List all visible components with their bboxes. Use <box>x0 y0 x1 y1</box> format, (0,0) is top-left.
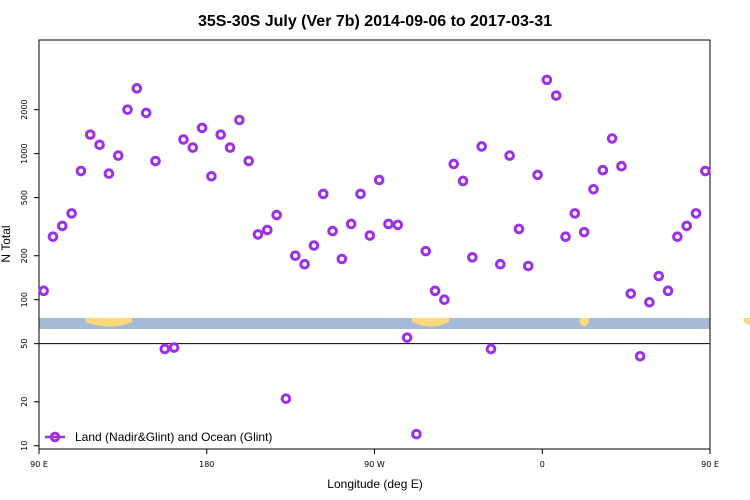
data-point <box>662 285 674 297</box>
data-point <box>448 158 460 170</box>
data-point <box>122 104 133 115</box>
surface-band-ocean <box>39 317 710 330</box>
y-tick-label: 50 <box>20 339 29 349</box>
data-point <box>588 184 599 195</box>
x-tick-label: 90 W <box>364 460 385 469</box>
data-point <box>373 174 385 186</box>
data-point <box>401 332 413 343</box>
data-point <box>345 218 357 230</box>
data-point <box>187 142 199 153</box>
data-point <box>355 188 366 200</box>
plot-frame <box>38 39 711 450</box>
data-point <box>700 165 711 177</box>
data-point <box>606 133 618 144</box>
data-point <box>280 393 292 404</box>
data-point <box>541 74 553 86</box>
data-point <box>504 150 515 161</box>
data-point <box>150 155 161 167</box>
data-point <box>94 139 105 151</box>
data-point <box>224 142 236 153</box>
legend-label: Land (Nadir&Glint) and Ocean (Glint) <box>75 430 272 444</box>
data-point <box>485 343 497 355</box>
data-point <box>112 150 124 161</box>
data-point <box>420 245 432 257</box>
data-point <box>206 170 217 182</box>
data-point <box>513 223 525 235</box>
data-point <box>467 252 478 263</box>
y-tick-label: 20 <box>20 397 29 407</box>
data-point <box>634 350 646 362</box>
y-tick-label: 100 <box>20 292 29 307</box>
data-point <box>653 270 665 282</box>
y-axis-title: N Total <box>0 225 13 262</box>
data-point <box>392 219 404 231</box>
data-point <box>597 164 609 176</box>
data-point <box>38 285 49 297</box>
data-point <box>644 296 655 308</box>
data-point <box>234 114 245 126</box>
data-point <box>308 240 320 251</box>
x-tick-label: 180 <box>199 460 214 469</box>
surface-band-land-2 <box>579 317 589 327</box>
x-tick-label: 0 <box>540 460 545 469</box>
data-point <box>75 165 87 177</box>
surface-band-land-1 <box>411 317 450 327</box>
data-point <box>196 122 208 134</box>
y-tick-label: 500 <box>20 190 29 205</box>
data-point <box>289 250 301 262</box>
data-point <box>215 129 227 140</box>
y-tick-label: 200 <box>20 248 29 263</box>
data-point <box>560 231 571 242</box>
data-point <box>56 220 68 232</box>
data-point <box>262 224 273 236</box>
surface-band-land-3 <box>743 317 750 326</box>
data-point <box>159 343 171 355</box>
data-point <box>364 230 376 241</box>
data-point <box>578 226 590 238</box>
data-point <box>47 231 59 242</box>
data-point <box>383 218 394 230</box>
data-point <box>103 168 115 179</box>
data-point <box>550 90 562 101</box>
data-point <box>429 285 441 297</box>
legend-marker-swatch <box>49 431 61 443</box>
data-point <box>243 155 254 167</box>
data-point <box>327 225 338 237</box>
chart-title: 35S-30S July (Ver 7b) 2014-09-06 to 2017… <box>198 13 552 30</box>
data-point <box>271 209 282 221</box>
y-tick-label: 10 <box>20 441 29 451</box>
data-point <box>178 134 189 145</box>
data-point <box>131 83 143 94</box>
data-point <box>411 428 422 440</box>
data-point <box>495 258 506 270</box>
surface-band-land-0 <box>85 317 133 327</box>
data-point <box>476 141 487 152</box>
data-point <box>439 294 450 305</box>
data-point <box>317 188 329 200</box>
data-point <box>168 342 180 353</box>
x-tick-label: 90 E <box>701 460 719 469</box>
x-axis-title: Longitude (deg E) <box>327 477 422 491</box>
data-point <box>625 288 637 299</box>
y-tick-label: 1000 <box>20 143 29 163</box>
data-point <box>681 220 693 232</box>
x-tick-label: 90 E <box>30 460 48 469</box>
data-point <box>522 260 534 272</box>
data-point <box>532 169 543 181</box>
data-point <box>616 160 627 172</box>
data-point <box>252 229 264 240</box>
data-point <box>84 129 96 140</box>
data-point <box>140 107 152 119</box>
data-point <box>457 175 469 187</box>
legend: Land (Nadir&Glint) and Ocean (Glint) <box>45 430 272 444</box>
data-point <box>690 208 702 219</box>
data-point <box>672 231 683 242</box>
data-point <box>336 253 348 265</box>
data-point <box>299 258 310 270</box>
y-tick-label: 2000 <box>20 100 29 120</box>
data-point <box>569 208 581 219</box>
data-point <box>66 208 77 219</box>
